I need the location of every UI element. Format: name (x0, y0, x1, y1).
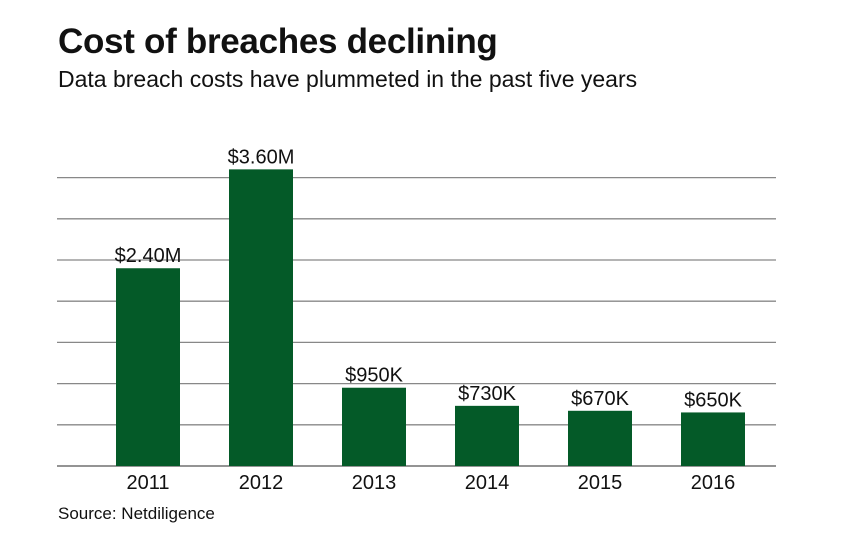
bar (455, 405, 519, 466)
bar (342, 387, 406, 466)
x-tick-label: 2016 (691, 472, 736, 494)
data-label: $950K (345, 365, 403, 387)
data-label: $670K (571, 388, 629, 410)
bar (116, 268, 180, 466)
x-tick-label: 2012 (239, 472, 284, 494)
chart-title: Cost of breaches declining (58, 22, 498, 61)
data-label: $730K (458, 383, 516, 405)
x-tick-label: 2014 (465, 472, 510, 494)
chart-subtitle: Data breach costs have plummeted in the … (58, 66, 638, 92)
source-note: Source: Netdiligence (58, 504, 215, 523)
bar (229, 169, 293, 467)
bar (681, 412, 745, 466)
x-tick-label: 2011 (126, 472, 169, 494)
data-label: $2.40M (115, 245, 182, 267)
data-label: $650K (684, 389, 742, 411)
x-tick-label: 2013 (352, 472, 397, 494)
data-label: $3.60M (228, 146, 295, 168)
bar (568, 410, 632, 466)
x-tick-label: 2015 (578, 472, 623, 494)
